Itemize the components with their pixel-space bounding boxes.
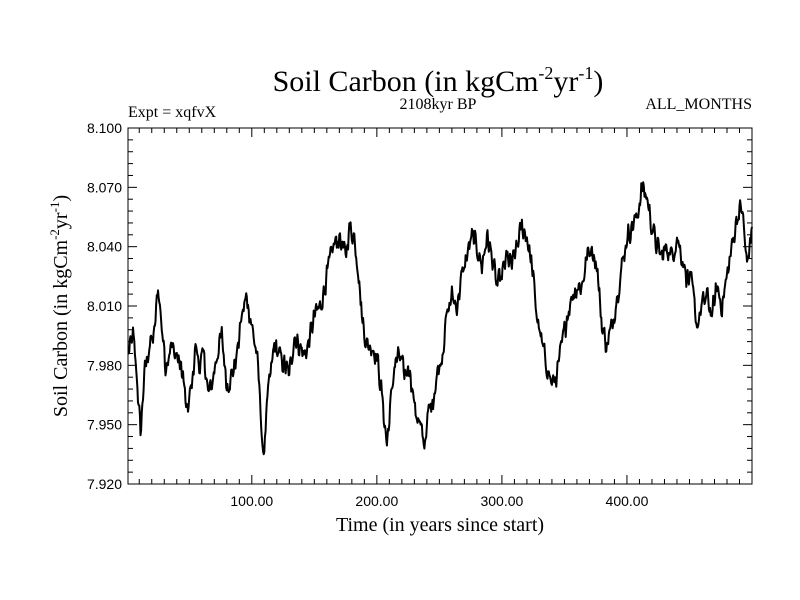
y-tick-label: 7.920 xyxy=(87,476,122,492)
series-line-soil-carbon xyxy=(127,181,753,456)
x-axis: 100.00 200.00 300.00 400.00 xyxy=(138,128,740,509)
months-label: ALL_MONTHS xyxy=(645,96,752,113)
y-tick-label: 8.040 xyxy=(87,239,122,255)
period-label: 2108kyr BP xyxy=(400,96,477,113)
y-axis: 7.920 7.950 7.980 8.010 8.040 8.070 8.100 xyxy=(87,120,752,492)
x-axis-label: Time (in years since start) xyxy=(336,514,544,536)
y-tick-label: 7.980 xyxy=(87,357,122,373)
y-axis-label: Soil Carbon (in kgCm-2yr-1) xyxy=(47,195,72,417)
y-tick-label: 8.070 xyxy=(87,179,122,195)
chart-title: Soil Carbon (in kgCm-2yr-1) xyxy=(273,63,604,98)
x-tick-label: 100.00 xyxy=(230,493,273,509)
x-tick-label: 200.00 xyxy=(355,493,398,509)
experiment-label: Expt = xqfvX xyxy=(128,104,217,121)
plot-frame xyxy=(127,127,753,485)
y-tick-label: 7.950 xyxy=(87,417,122,433)
y-tick-label: 8.010 xyxy=(87,298,122,314)
x-tick-label: 300.00 xyxy=(480,493,523,509)
x-tick-label: 400.00 xyxy=(606,493,649,509)
y-tick-label: 8.100 xyxy=(87,120,122,136)
